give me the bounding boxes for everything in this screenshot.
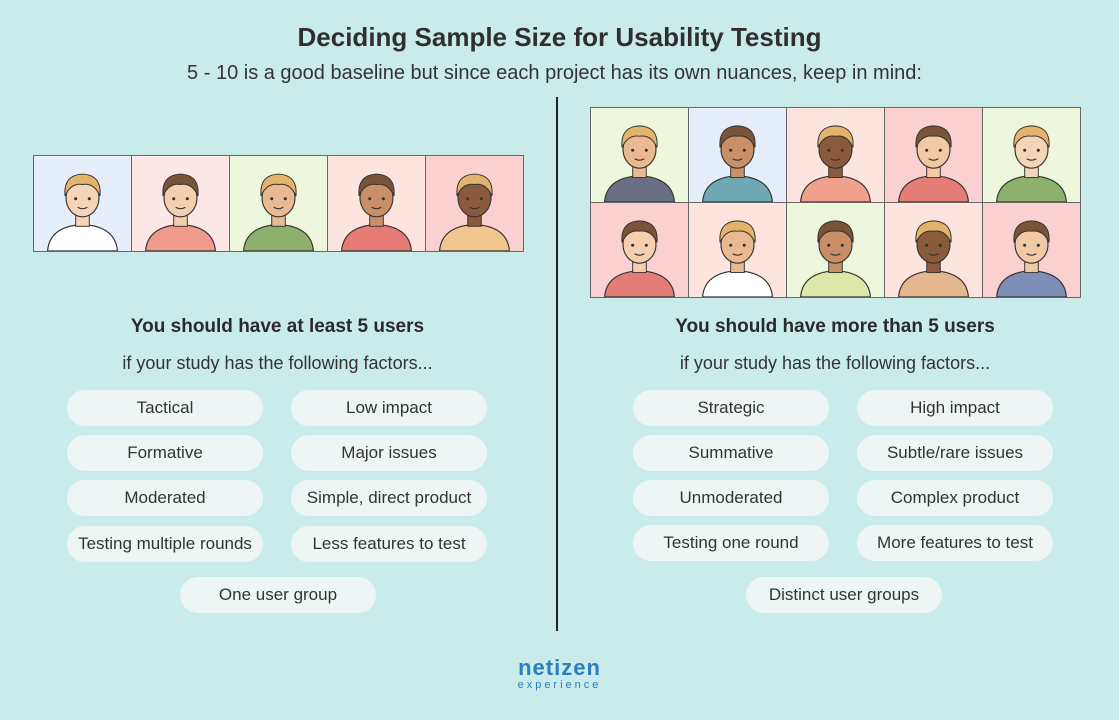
factor-pill-less-features: Less features to test xyxy=(291,526,487,562)
user-avatar xyxy=(132,156,229,251)
user-avatar xyxy=(591,203,688,297)
factor-pill-low-impact: Low impact xyxy=(291,390,487,426)
factor-pill-simple-product: Simple, direct product xyxy=(291,480,487,516)
factor-pill-formative: Formative xyxy=(67,435,263,471)
factor-pill-more-features: More features to test xyxy=(857,525,1053,561)
factor-pill-one-user-group: One user group xyxy=(180,577,376,613)
user-avatar xyxy=(787,108,884,202)
user-avatar xyxy=(230,156,327,251)
user-avatar xyxy=(689,203,786,297)
factor-pill-subtle-issues: Subtle/rare issues xyxy=(857,435,1053,471)
factor-pill-summative: Summative xyxy=(633,435,829,471)
user-avatar xyxy=(885,203,982,297)
factor-pill-unmoderated: Unmoderated xyxy=(633,480,829,516)
user-avatar xyxy=(689,108,786,202)
avatar-grid-many-users xyxy=(590,107,1081,298)
user-avatar xyxy=(34,156,131,251)
factor-pill-one-round: Testing one round xyxy=(633,525,829,561)
user-avatar xyxy=(787,203,884,297)
factor-pill-distinct-user-groups: Distinct user groups xyxy=(746,577,942,613)
factor-pill-strategic: Strategic xyxy=(633,390,829,426)
factor-pill-multiple-rounds: Testing multiple rounds xyxy=(67,526,263,562)
user-avatar xyxy=(885,108,982,202)
user-avatar xyxy=(983,203,1080,297)
user-avatar xyxy=(591,108,688,202)
factor-pill-high-impact: High impact xyxy=(857,390,1053,426)
factor-pill-complex-product: Complex product xyxy=(857,480,1053,516)
logo-tagline: experience xyxy=(517,679,602,691)
column-divider xyxy=(556,97,558,631)
logo-wordmark: netizen xyxy=(518,655,601,680)
netizen-logo: netizen experience xyxy=(0,655,1119,692)
user-avatar xyxy=(983,108,1080,202)
left-subheading: if your study has the following factors.… xyxy=(122,353,433,373)
user-avatar xyxy=(328,156,425,251)
page-title: Deciding Sample Size for Usability Testi… xyxy=(297,22,822,52)
page-subtitle: 5 - 10 is a good baseline but since each… xyxy=(187,62,922,84)
factor-pill-tactical: Tactical xyxy=(67,390,263,426)
user-avatar xyxy=(426,156,523,251)
right-heading: You should have more than 5 users xyxy=(675,316,995,337)
avatar-grid-few-users xyxy=(33,155,524,252)
left-heading: You should have at least 5 users xyxy=(130,316,425,337)
factor-pill-major-issues: Major issues xyxy=(291,435,487,471)
right-subheading: if your study has the following factors.… xyxy=(679,353,991,373)
factor-pill-moderated: Moderated xyxy=(67,480,263,516)
